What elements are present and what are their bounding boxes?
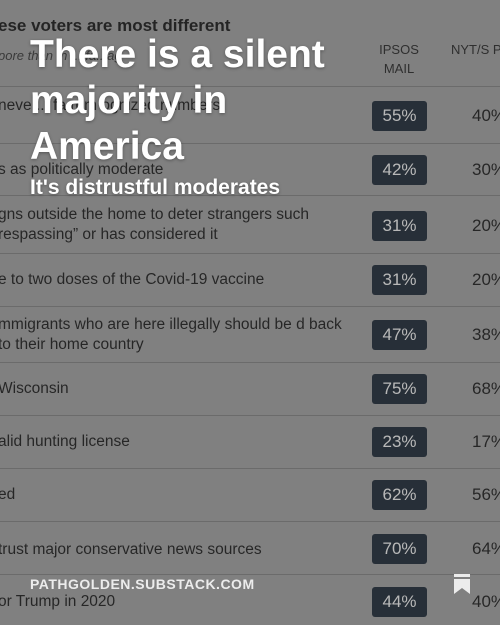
bookmark-icon[interactable]: [453, 574, 471, 594]
ipsos-value-badge: 42%: [372, 155, 427, 185]
divider: [0, 468, 500, 469]
table-subtitle: pore than th ... fa.. ag: [0, 48, 122, 63]
row-label: trust major conservative news sources: [0, 541, 262, 558]
divider: [0, 86, 500, 87]
ipsos-value-badge: 23%: [372, 427, 427, 457]
nyt-value: 68%: [472, 379, 500, 398]
divider: [0, 521, 500, 522]
table-title: ese voters are most different: [0, 16, 231, 35]
nyt-value: 56%: [472, 485, 500, 504]
ipsos-value-badge: 31%: [372, 265, 427, 295]
ipsos-value-badge: 75%: [372, 374, 427, 404]
subheadline: It's distrustful moderates: [30, 176, 281, 199]
divider: [0, 362, 500, 363]
divider: [0, 415, 500, 416]
divider: [0, 306, 500, 307]
row-label: ed: [0, 486, 16, 503]
ipsos-value-badge: 47%: [372, 320, 427, 350]
row-label: e to two doses of the Covid-19 vaccine: [0, 271, 265, 288]
row-label: Wisconsin: [0, 380, 69, 397]
column-header-nyt: NYT/S PHO: [450, 42, 500, 57]
divider: [0, 253, 500, 254]
footer-source-link[interactable]: PATHGOLDEN.SUBSTACK.COM: [30, 576, 255, 592]
column-header-ipsos: IPSOS MAIL: [379, 42, 419, 76]
row-label: neve ... fa rom ognized numbers: [0, 97, 221, 114]
ipsos-value-badge: 70%: [372, 534, 427, 564]
nyt-value: 30%: [472, 160, 500, 179]
row-label: gns outside the home to deter strangers …: [0, 206, 310, 243]
nyt-value: 40%: [472, 106, 500, 125]
divider: [0, 574, 500, 575]
row-label: or Trump in 2020: [0, 593, 116, 610]
nyt-value: 20%: [472, 216, 500, 235]
divider: [0, 195, 500, 196]
nyt-value: 64%: [472, 539, 500, 558]
row-label: mmigrants who are here illegally should …: [0, 316, 342, 353]
row-label: s as politically moderate: [0, 161, 164, 178]
nyt-value: 40%: [472, 592, 500, 611]
ipsos-value-badge: 31%: [372, 211, 427, 241]
nyt-value: 17%: [472, 432, 500, 451]
ipsos-value-badge: 44%: [372, 587, 427, 617]
nyt-value: 20%: [472, 270, 500, 289]
nyt-value: 38%: [472, 325, 500, 344]
row-label: alid hunting license: [0, 433, 130, 450]
ipsos-value-badge: 62%: [372, 480, 427, 510]
ipsos-value-badge: 55%: [372, 101, 427, 131]
divider: [0, 143, 500, 144]
headline: There is a silent majority in America: [30, 33, 325, 168]
